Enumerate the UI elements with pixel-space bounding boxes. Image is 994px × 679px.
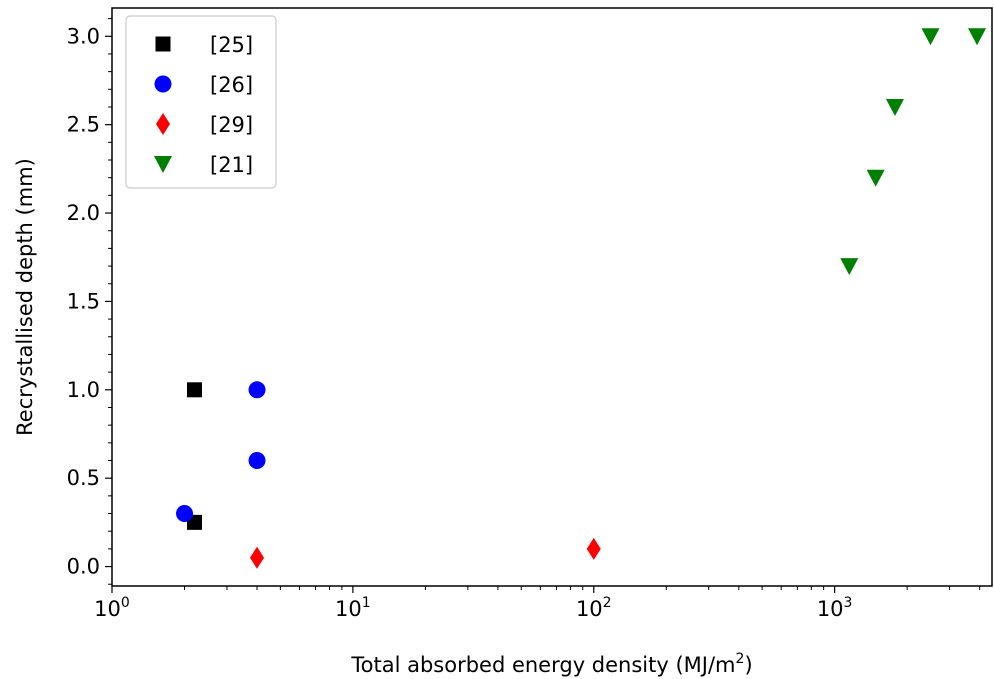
legend-label: [25] (210, 33, 253, 57)
legend-marker (155, 36, 171, 52)
data-point (921, 28, 940, 46)
legend-marker (154, 156, 172, 173)
x-tick-label: 102 (576, 595, 612, 621)
y-tick-label: 0.5 (67, 466, 100, 490)
y-tick-label: 0.0 (67, 555, 100, 579)
data-point (248, 452, 266, 470)
data-point (250, 546, 265, 569)
legend-label: [21] (210, 153, 253, 177)
y-axis-title: Recrystallised depth (mm) (13, 158, 37, 436)
axis-ticks: 0.0 0.5 1.0 1.5 2.0 2.5 3.0 100 101 102 103 (67, 18, 981, 621)
data-point (176, 505, 194, 523)
legend-label: [26] (210, 73, 253, 97)
data-point (586, 537, 601, 560)
legend-label: [29] (210, 113, 253, 137)
plot-frame (111, 7, 993, 587)
legend-box (125, 15, 277, 189)
x-axis-title: Total absorbed energy density (MJ/m2) (350, 651, 752, 677)
data-point (840, 258, 859, 276)
y-tick-label: 3.0 (67, 24, 100, 48)
y-tick-label: 2.5 (67, 113, 100, 137)
legend-marker (154, 75, 172, 93)
y-tick-label: 1.0 (67, 378, 100, 402)
x-tick-label: 103 (817, 595, 853, 621)
data-point (968, 28, 987, 46)
y-tick-label: 1.5 (67, 289, 100, 313)
legend-marker (156, 113, 170, 135)
data-point (866, 169, 885, 187)
data-point (248, 381, 266, 399)
x-tick-label: 100 (94, 595, 130, 621)
data-point (885, 98, 904, 116)
legend: [25] [26] [29] [21] (125, 15, 277, 189)
data-point (186, 382, 202, 398)
y-tick-label: 2.0 (67, 201, 100, 225)
data-points (176, 28, 987, 569)
x-tick-label: 101 (335, 595, 371, 621)
